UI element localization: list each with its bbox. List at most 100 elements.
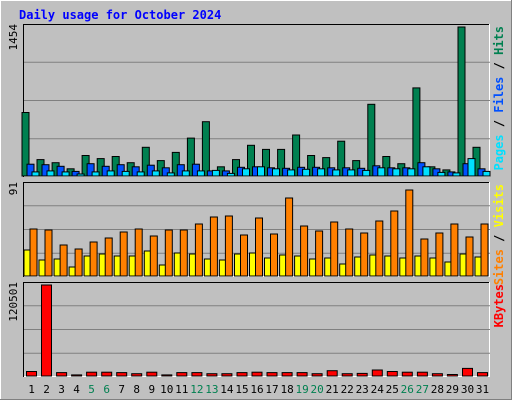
bar-kbytes-day-30 [462,367,473,377]
bar-hits-day-20 [307,155,316,177]
bar-sites-day-19 [300,225,309,277]
bar-pages-day-30 [467,158,476,177]
bar-kbytes-day-15 [236,372,248,377]
x-tick-label: 2 [43,383,50,396]
bar-sites-day-6 [104,237,113,277]
bar-kbytes-day-25 [386,371,398,377]
bar-kbytes-day-18 [281,372,293,377]
bar-pages-day-12 [196,170,205,177]
bar-kbytes-day-31 [477,372,488,377]
bar-pages-day-21 [332,169,341,177]
chart-title: Daily usage for October 2024 [19,8,221,22]
bar-sites-day-8 [134,228,143,277]
bar-kbytes-day-4 [71,374,83,377]
x-tick-label: 27 [416,383,429,396]
x-tick-label: 23 [356,383,369,396]
bar-hits-day-16 [247,144,255,177]
bar-sites-day-22 [345,228,354,277]
bar-files-day-10 [161,167,170,177]
bar-sites-day-25 [390,210,399,277]
bar-sites-day-10 [164,229,173,277]
bar-kbytes-day-13 [206,373,218,377]
bar-hits-day-27 [412,87,421,177]
bar-pages-day-2 [46,170,55,177]
legend: Pages / Files / Hits [492,26,506,171]
x-tick-label: 5 [88,383,95,396]
x-tick-label: 18 [280,383,293,396]
x-tick-label: 4 [73,383,80,396]
bar-pages-day-4 [76,173,85,177]
bar-sites-day-27 [420,238,429,277]
legend-separator: / [492,227,506,249]
bar-pages-day-25 [392,168,401,177]
legend-separator: / [492,55,506,77]
legend-hits: Hits [492,26,506,55]
bar-kbytes-day-1 [26,371,37,377]
bar-sites-day-2 [44,229,53,277]
bar-sites-day-7 [119,231,128,277]
bar-pages-day-28 [437,171,446,177]
bar-kbytes-day-7 [116,372,128,377]
bar-sites-day-14 [224,215,233,277]
bar-pages-day-18 [287,169,296,177]
x-tick-label: 25 [386,383,399,396]
bar-hits-day-18 [277,148,286,177]
bar-pages-day-15 [242,168,250,177]
bar-pages-day-31 [482,170,491,177]
x-tick-label: 22 [341,383,354,396]
bar-pages-day-26 [407,168,416,177]
bar-files-day-11 [176,164,185,177]
y-max-label: 1454 [7,24,20,51]
bar-kbytes-day-10 [161,374,173,377]
bar-sites-day-18 [285,197,294,277]
bar-kbytes-day-22 [341,373,353,377]
bar-hits-day-17 [262,148,270,177]
bar-kbytes-day-17 [266,372,278,377]
bar-kbytes-day-26 [401,371,413,377]
bar-hits-day-1 [21,112,30,177]
bar-pages-day-13 [211,169,220,177]
x-tick-label: 21 [326,383,339,396]
x-tick-label: 17 [265,383,278,396]
x-tick-label: 1 [28,383,35,396]
bar-pages-day-8 [136,171,145,177]
bar-sites-day-3 [59,244,68,277]
x-tick-label: 9 [148,383,155,396]
bar-pages-day-10 [166,172,175,177]
x-tick-label: 20 [310,383,323,396]
bar-pages-day-9 [151,170,160,177]
legend-visits: Visits [492,184,506,227]
bar-kbytes-day-2 [41,284,52,377]
bar-kbytes-day-8 [131,373,143,377]
bar-kbytes-day-5 [86,371,98,377]
bar-hits-day-25 [382,156,391,177]
bar-sites-day-1 [29,228,38,277]
bar-kbytes-day-6 [101,371,113,377]
x-tick-label: 29 [446,383,459,396]
bar-sites-day-13 [209,216,218,277]
bar-sites-day-4 [74,248,83,277]
bar-kbytes-day-3 [56,372,68,377]
bar-kbytes-day-20 [311,373,323,377]
x-tick-label: 12 [190,383,203,396]
bar-pages-day-19 [302,168,311,177]
x-tick-label: 31 [476,383,489,396]
legend-kbytes: KBytes [492,284,506,327]
x-tick-label: 13 [205,383,218,396]
bar-pages-day-7 [121,170,130,177]
x-tick-label: 10 [160,383,173,396]
panel-2: 91 Sites / Visits [7,182,506,285]
bar-pages-day-11 [181,170,190,177]
bar-kbytes-day-19 [296,372,308,377]
bar-sites-day-15 [240,234,248,277]
x-tick-label: 6 [103,383,110,396]
bar-kbytes-day-27 [416,371,428,377]
bar-pages-day-27 [422,166,431,177]
bar-kbytes-day-9 [146,371,158,377]
bar-sites-day-11 [179,229,188,277]
legend-pages: Pages [492,134,506,170]
bar-pages-day-29 [452,172,461,177]
bar-pages-day-23 [362,169,371,177]
x-tick-label: 16 [250,383,263,396]
legend-separator: / [492,113,506,135]
